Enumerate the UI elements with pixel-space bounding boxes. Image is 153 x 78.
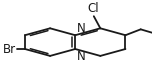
Text: Br: Br <box>3 43 16 56</box>
Text: N: N <box>77 50 86 63</box>
Text: N: N <box>77 22 86 35</box>
Text: Cl: Cl <box>87 2 99 15</box>
